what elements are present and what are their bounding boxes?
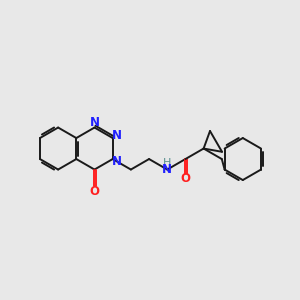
Text: N: N [162,163,172,176]
Text: N: N [89,116,100,129]
Text: O: O [89,184,100,198]
Text: N: N [112,129,122,142]
Text: N: N [112,155,122,168]
Text: H: H [163,158,171,168]
Text: O: O [180,172,190,185]
